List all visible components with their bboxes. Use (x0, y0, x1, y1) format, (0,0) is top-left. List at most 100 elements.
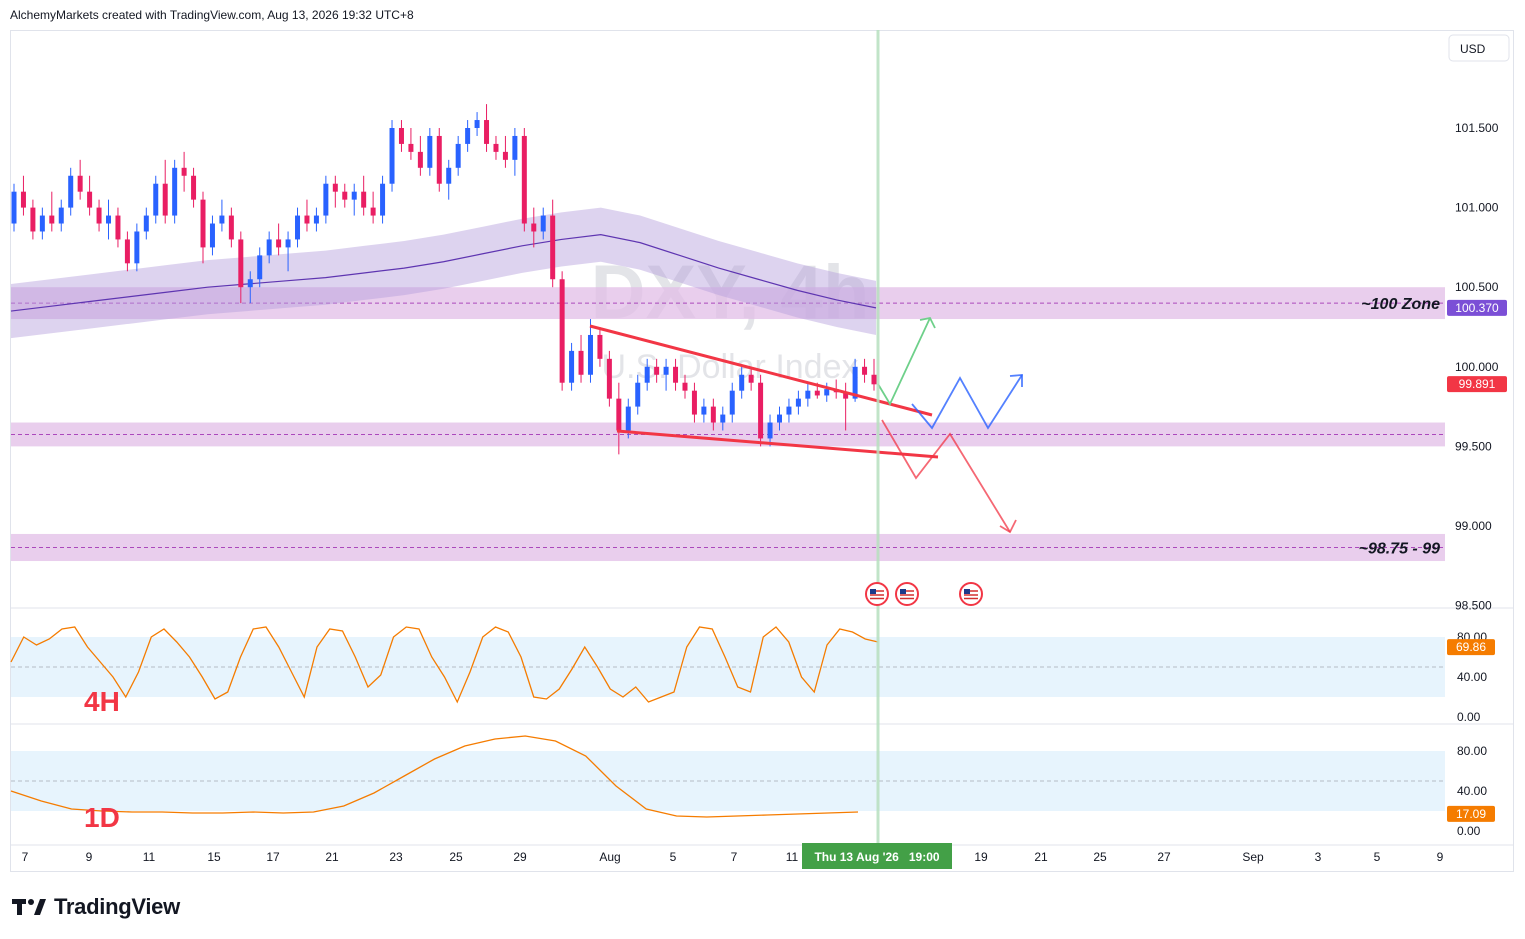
candle-body (96, 207, 102, 224)
candle-body (361, 191, 367, 208)
candle-body (342, 191, 348, 200)
candle-body (824, 389, 830, 396)
time-tick-label: 25 (449, 850, 463, 864)
time-tick-label: 15 (207, 850, 221, 864)
candle-body (68, 175, 74, 208)
crosshair-time-text: Thu 13 Aug '26 19:00 (814, 850, 939, 864)
candle-body (200, 199, 206, 248)
candle-body (729, 390, 735, 415)
stoch-line (10, 626, 879, 704)
candle-body (663, 366, 669, 375)
stoch-tick-label: 0.00 (1457, 824, 1481, 838)
candle-body (625, 406, 631, 431)
economic-events[interactable] (865, 582, 983, 606)
stoch-line (10, 735, 859, 818)
candle-body (77, 175, 83, 192)
stoch-tick-label: 0.00 (1457, 710, 1481, 724)
zone-label: ~100 Zone (1361, 296, 1440, 313)
candle-body (238, 239, 244, 288)
candle-body (862, 366, 868, 375)
time-tick-label: 21 (1034, 850, 1048, 864)
candle-body (134, 231, 140, 264)
bearish-arrow-head (999, 519, 1017, 534)
price-axis[interactable]: 101.500 101.000 100.500 100.000 99.500 99.000… (1455, 121, 1499, 613)
stoch-last-badge (1447, 639, 1495, 656)
candle-body (455, 143, 461, 168)
stoch-tick-label: 40.00 (1457, 784, 1487, 798)
candle-body (474, 120, 480, 128)
time-tick-label: 5 (1374, 850, 1381, 864)
candle-body (30, 207, 36, 232)
crosshair-time-label: Thu 13 Aug '26 19:00 (802, 843, 952, 869)
price-tick-label: 100.500 (1455, 280, 1499, 294)
time-tick-label: 9 (1437, 850, 1444, 864)
candle-body (446, 167, 452, 184)
candle-body (106, 215, 112, 224)
wedge-upper-line[interactable] (589, 324, 933, 417)
tradingview-logo-text: TradingView (54, 894, 180, 919)
time-tick-label: 9 (86, 850, 93, 864)
time-axis[interactable]: 7 9 11 15 17 21 23 25 29 Aug 5 7 11 19 21 25 27 Sep 3 5 9 (22, 850, 1444, 864)
currency-button[interactable]: USD (1448, 34, 1510, 62)
candle-body (484, 120, 490, 144)
stoch-tick-label: 40.00 (1457, 670, 1487, 684)
price-tick-label: 101.000 (1455, 201, 1499, 215)
candle-body (162, 183, 168, 216)
candle-body (181, 167, 187, 176)
bullish-path-arrow[interactable] (877, 317, 931, 406)
watermark-name: U.S. Dollar Index (602, 348, 859, 386)
candle-body (313, 215, 319, 224)
time-tick-label: 21 (325, 850, 339, 864)
candle-body (559, 279, 565, 383)
candle-body (276, 239, 282, 248)
candle-body (115, 215, 121, 240)
candle-body (295, 215, 301, 240)
candle-body (380, 183, 386, 216)
candle-body (795, 398, 801, 407)
candle-body (843, 392, 849, 399)
candle-body (521, 135, 527, 224)
range-path-arrow[interactable] (911, 374, 1023, 430)
candle-body (814, 390, 820, 396)
candle-body (39, 215, 45, 232)
tradingview-logo[interactable]: TradingView (12, 894, 180, 920)
candlestick-series (11, 104, 877, 455)
candle-body (540, 215, 546, 232)
stoch-last-text: 69.86 (1456, 640, 1486, 654)
us-flag-icon[interactable] (865, 582, 889, 606)
time-tick-label: 25 (1093, 850, 1107, 864)
trendline-drawings[interactable] (589, 316, 1023, 534)
candle-body (597, 334, 603, 359)
price-badge (1447, 299, 1507, 316)
us-flag-icon[interactable] (959, 582, 983, 606)
candle-body (153, 183, 159, 216)
candle-body (304, 215, 310, 224)
candle-body (805, 390, 811, 399)
time-tick-label: 3 (1315, 850, 1322, 864)
time-tick-label: 17 (266, 850, 280, 864)
ma-band-area (11, 207, 876, 339)
range-arrow-head (1009, 374, 1023, 387)
timeframe-label: 4H (84, 686, 120, 717)
time-tick-label: 11 (143, 850, 156, 864)
wedge-lower-line[interactable] (616, 429, 939, 459)
moving-average-band (10, 207, 877, 339)
candle-body (654, 366, 660, 375)
candle-body (852, 366, 858, 399)
stoch-tick-label: 80.00 (1457, 744, 1487, 758)
candle-body (436, 135, 442, 184)
candle-body (691, 390, 697, 415)
candle-body (512, 135, 518, 160)
candle-body (49, 215, 55, 224)
zone-label: ~98.75 - 99 (1359, 540, 1441, 557)
candle-body (710, 406, 716, 423)
candle-body (531, 223, 537, 232)
bearish-path-arrow[interactable] (881, 419, 1011, 533)
candle-body (20, 191, 26, 208)
candle-body (209, 223, 215, 248)
us-flag-icon[interactable] (895, 582, 919, 606)
candle-body (332, 183, 338, 192)
candle-body (389, 128, 395, 184)
